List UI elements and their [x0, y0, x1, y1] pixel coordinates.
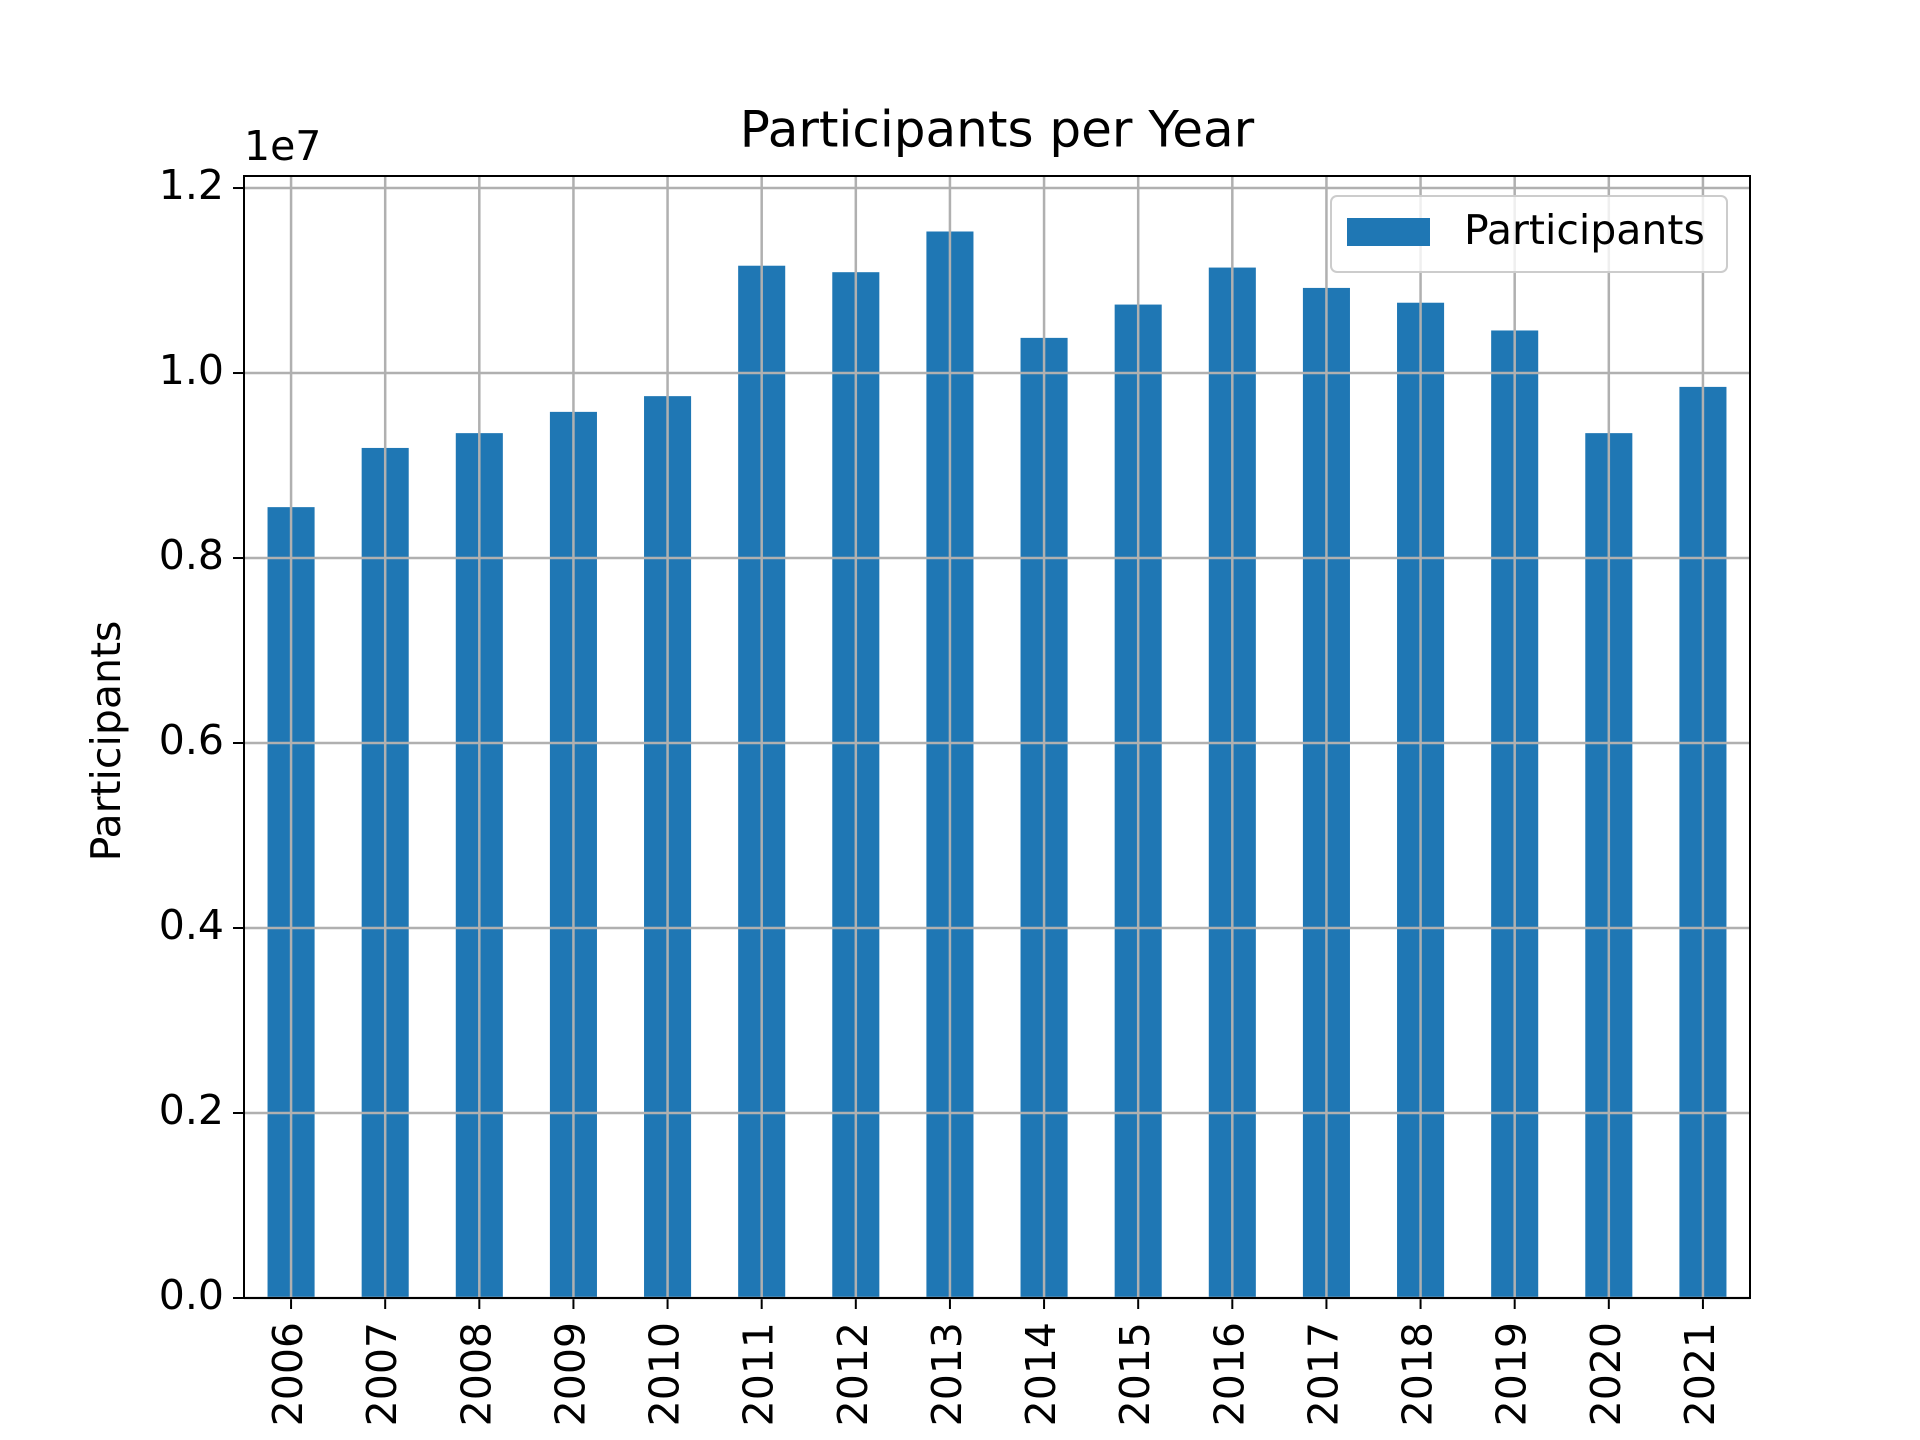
legend-swatch	[1347, 218, 1430, 246]
y-tick-label: 0.4	[159, 901, 224, 949]
y-tick-label: 1.0	[159, 346, 224, 394]
x-tick-label: 2012	[829, 1322, 877, 1426]
x-tick-label: 2007	[358, 1322, 406, 1426]
x-tick-label: 2011	[735, 1322, 783, 1426]
y-offset-label: 1e7	[244, 122, 321, 170]
x-tick-label: 2017	[1299, 1322, 1347, 1426]
x-tick-label: 2021	[1676, 1322, 1724, 1426]
x-tick-label: 2006	[264, 1322, 312, 1426]
x-tick-label: 2015	[1111, 1322, 1159, 1426]
x-tick-label: 2020	[1582, 1322, 1630, 1426]
y-axis-label: Participants	[82, 621, 130, 862]
x-tick-label: 2018	[1394, 1322, 1442, 1426]
x-tick-label: 2014	[1017, 1322, 1065, 1426]
x-tick-label: 2016	[1205, 1322, 1253, 1426]
plot-frame	[243, 175, 1751, 1299]
y-tick-label: 1.2	[159, 161, 224, 209]
y-tick-label: 0.0	[159, 1271, 224, 1319]
y-tick-label: 0.6	[159, 716, 224, 764]
x-tick-label: 2010	[641, 1322, 689, 1426]
x-tick-label: 2019	[1488, 1322, 1536, 1426]
x-tick-label: 2009	[546, 1322, 594, 1426]
y-tick-label: 0.2	[159, 1086, 224, 1134]
x-tick-label: 2013	[923, 1322, 971, 1426]
x-tick-label: 2008	[452, 1322, 500, 1426]
chart-title: Participants per Year	[740, 101, 1255, 159]
y-tick-label: 0.8	[159, 531, 224, 579]
legend-box	[1330, 195, 1728, 273]
legend-label: Participants	[1464, 206, 1705, 254]
